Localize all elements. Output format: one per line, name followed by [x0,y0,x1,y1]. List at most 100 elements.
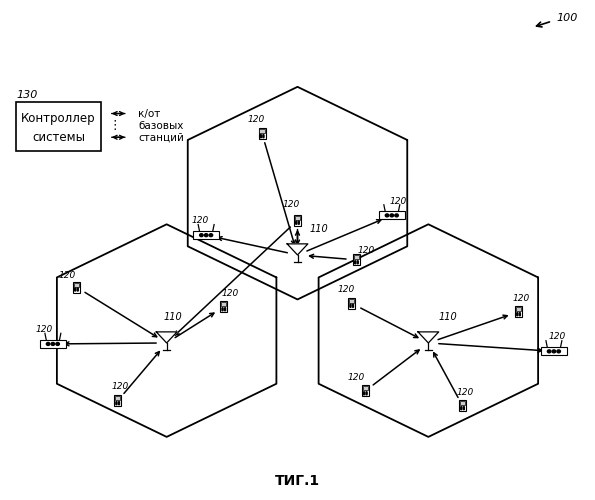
Bar [349,299,355,303]
Text: ΤИГ.1: ΤИГ.1 [275,474,320,488]
Text: 120: 120 [337,284,355,294]
FancyBboxPatch shape [15,102,101,151]
Bar [541,348,567,356]
Circle shape [224,310,226,311]
Bar [259,129,265,134]
Circle shape [395,214,398,217]
Circle shape [364,393,365,394]
Circle shape [516,315,518,316]
Circle shape [263,134,264,136]
Circle shape [364,394,365,395]
Circle shape [390,214,393,217]
Text: 110: 110 [309,224,328,234]
Bar [220,302,227,312]
Circle shape [296,221,297,222]
Bar [40,340,66,348]
Text: 120: 120 [389,196,406,205]
Bar [362,386,369,396]
Text: 120: 120 [457,388,474,397]
Circle shape [519,315,521,316]
Circle shape [366,393,367,394]
Circle shape [552,350,556,353]
Text: ⋮: ⋮ [109,119,121,132]
Polygon shape [418,332,439,343]
Circle shape [205,234,208,236]
Text: Контроллер: Контроллер [21,112,96,126]
Bar [516,307,521,312]
Circle shape [516,312,518,314]
Text: 100: 100 [557,12,578,22]
Text: 120: 120 [221,289,239,298]
Circle shape [386,214,389,217]
Text: 110: 110 [164,312,183,322]
Circle shape [519,312,521,314]
Circle shape [355,263,356,264]
Polygon shape [287,244,308,255]
Polygon shape [156,332,177,343]
Bar [114,396,121,406]
Circle shape [461,409,462,410]
Circle shape [74,288,76,289]
Text: 130: 130 [17,90,38,100]
Bar [460,401,465,406]
Circle shape [199,234,203,236]
Bar [115,396,120,400]
Text: станций: станций [139,132,184,142]
Text: 120: 120 [357,246,374,255]
Text: 110: 110 [439,312,458,322]
Circle shape [298,221,299,222]
Circle shape [74,290,76,291]
Circle shape [296,222,297,223]
Circle shape [77,288,79,289]
Text: 120: 120 [248,115,265,124]
Circle shape [77,289,79,290]
Circle shape [46,342,50,345]
Bar [73,282,80,292]
Bar [348,298,355,309]
Bar [74,282,79,286]
Text: к/от: к/от [139,108,161,118]
Circle shape [224,309,226,310]
Circle shape [350,304,351,305]
Circle shape [461,406,462,408]
Text: системы: системы [32,131,85,144]
Text: 120: 120 [548,332,565,342]
Bar [515,306,522,317]
Bar [193,231,220,239]
Circle shape [352,306,353,308]
Bar [294,215,301,226]
Bar [221,302,227,306]
Text: 120: 120 [348,373,365,382]
Circle shape [357,263,358,264]
Circle shape [116,403,117,404]
Circle shape [222,309,223,310]
Bar [459,400,466,411]
Circle shape [118,403,120,404]
Circle shape [357,261,358,262]
Circle shape [352,304,353,305]
Bar [295,216,300,220]
Circle shape [77,290,79,291]
Circle shape [547,350,551,353]
Text: 120: 120 [283,200,300,209]
Bar [362,386,368,390]
Circle shape [51,342,55,345]
Circle shape [298,222,299,223]
Bar [378,212,405,220]
Text: 120: 120 [112,382,129,391]
Text: 120: 120 [36,325,53,334]
Bar [353,254,360,266]
Text: 120: 120 [513,294,530,303]
Circle shape [263,137,264,138]
Text: 120: 120 [59,270,76,280]
Text: базовых: базовых [139,122,184,132]
Circle shape [209,234,212,236]
Circle shape [557,350,560,353]
Text: 120: 120 [192,216,209,226]
Circle shape [350,306,351,308]
Circle shape [366,394,367,395]
Circle shape [355,261,356,262]
Circle shape [56,342,60,345]
Circle shape [74,289,76,290]
Bar [354,256,359,260]
